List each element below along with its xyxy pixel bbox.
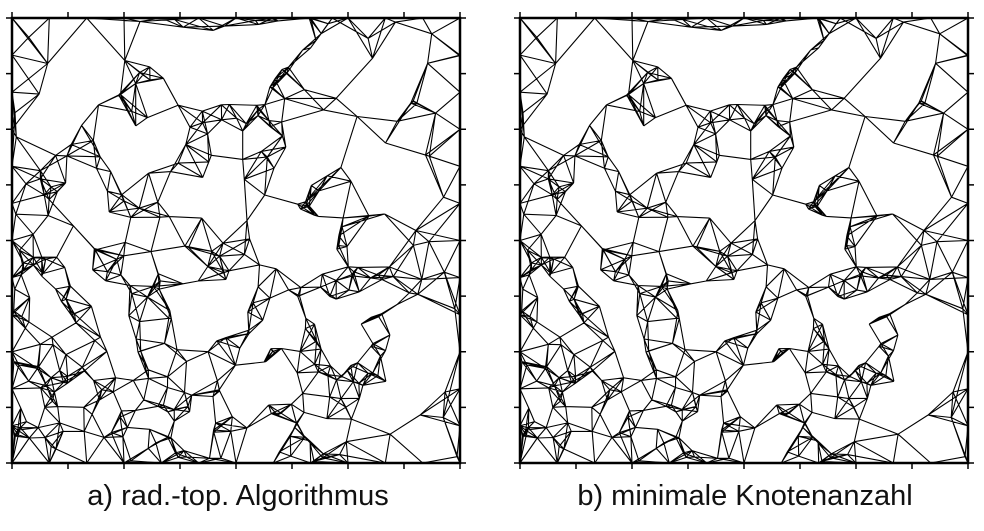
mesh-lines (519, 17, 969, 464)
caption: a) rad.-top. Algorithmus (87, 480, 388, 512)
frame-ticks (514, 12, 974, 469)
mesh-panel (6, 12, 466, 469)
mesh-lines (11, 17, 461, 464)
frame (518, 16, 970, 465)
frame-ticks (6, 12, 466, 469)
frame (10, 16, 462, 465)
caption: b) minimale Knotenanzahl (577, 480, 912, 512)
mesh-panel (514, 12, 974, 469)
